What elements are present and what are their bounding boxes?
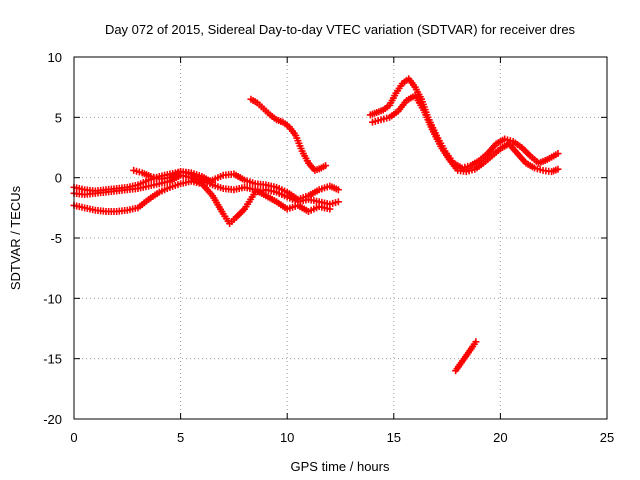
chart-title: Day 072 of 2015, Sidereal Day-to-day VTE… bbox=[105, 22, 576, 37]
grid-lines bbox=[74, 57, 607, 419]
series-track-f bbox=[366, 75, 562, 172]
data-point bbox=[322, 162, 330, 170]
data-point bbox=[326, 205, 334, 213]
data-point bbox=[334, 186, 342, 194]
x-tick-label: 5 bbox=[177, 430, 184, 445]
x-tick-label: 0 bbox=[70, 430, 77, 445]
x-axis-label: GPS time / hours bbox=[291, 459, 390, 474]
data-point bbox=[554, 165, 562, 173]
plot-frame bbox=[73, 56, 608, 420]
series-track-e bbox=[247, 95, 330, 174]
y-tick-label: -10 bbox=[43, 291, 62, 306]
x-tick-label: 10 bbox=[280, 430, 294, 445]
axis-ticks: 0 5 10 15 20 25 -20 -15 -10 -5 0 5 10 bbox=[43, 50, 614, 445]
y-tick-label: -15 bbox=[43, 352, 62, 367]
data-point bbox=[209, 178, 217, 186]
data-point bbox=[334, 198, 342, 206]
y-tick-label: 10 bbox=[48, 50, 62, 65]
y-tick-label: -5 bbox=[50, 231, 62, 246]
series-track-c bbox=[130, 166, 334, 215]
x-tick-label: 15 bbox=[387, 430, 401, 445]
data-point bbox=[472, 338, 480, 346]
x-tick-label: 20 bbox=[493, 430, 507, 445]
y-tick-label: -20 bbox=[43, 412, 62, 427]
y-axis-label: SDTVAR / TECUs bbox=[8, 185, 23, 290]
x-tick-label: 25 bbox=[600, 430, 614, 445]
series-track-d bbox=[70, 168, 217, 195]
y-tick-label: 0 bbox=[55, 171, 62, 186]
series-track-g bbox=[368, 92, 562, 176]
series-track-h bbox=[452, 338, 480, 375]
data-points bbox=[70, 75, 562, 375]
y-tick-label: 5 bbox=[55, 110, 62, 125]
data-point bbox=[554, 150, 562, 158]
